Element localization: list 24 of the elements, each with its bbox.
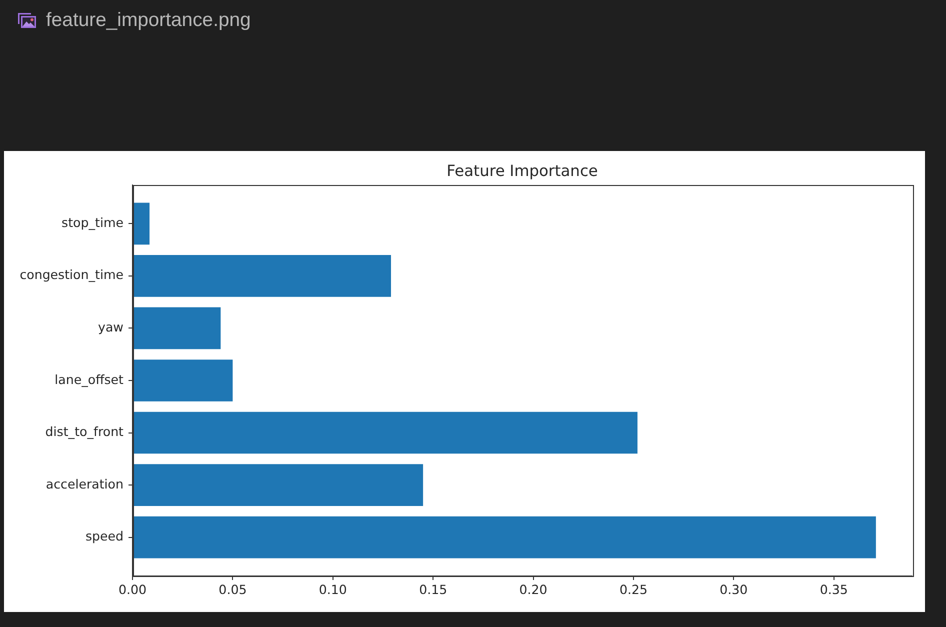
bar bbox=[133, 412, 638, 454]
x-tick-label: 0.00 bbox=[118, 582, 147, 597]
text: feature_importance.png bbox=[46, 9, 251, 32]
bar bbox=[133, 255, 391, 297]
bar bbox=[133, 307, 221, 350]
bar bbox=[133, 516, 876, 558]
x-tick-label: 0.30 bbox=[720, 582, 748, 597]
x-tick-label: 0.35 bbox=[820, 582, 848, 597]
bar bbox=[133, 360, 233, 402]
x-tick-label: 0.25 bbox=[619, 582, 648, 597]
x-tick-label: 0.05 bbox=[218, 582, 247, 597]
y-tick-label: yaw bbox=[98, 319, 124, 334]
x-tick-label: 0.10 bbox=[318, 582, 347, 597]
x-tick-label: 0.20 bbox=[519, 582, 548, 597]
y-tick-label: dist_to_front bbox=[45, 424, 124, 440]
y-tick-label: stop_time bbox=[62, 214, 124, 230]
x-tick-label: 0.15 bbox=[419, 582, 448, 597]
bar bbox=[133, 464, 424, 506]
y-tick-label: congestion_time bbox=[20, 267, 124, 282]
bar bbox=[133, 202, 150, 245]
chart-title: Feature Importance bbox=[446, 162, 598, 180]
y-tick-label: lane_offset bbox=[54, 372, 124, 387]
y-tick-label: speed bbox=[85, 528, 124, 544]
y-tick-label: acceleration bbox=[46, 476, 124, 492]
